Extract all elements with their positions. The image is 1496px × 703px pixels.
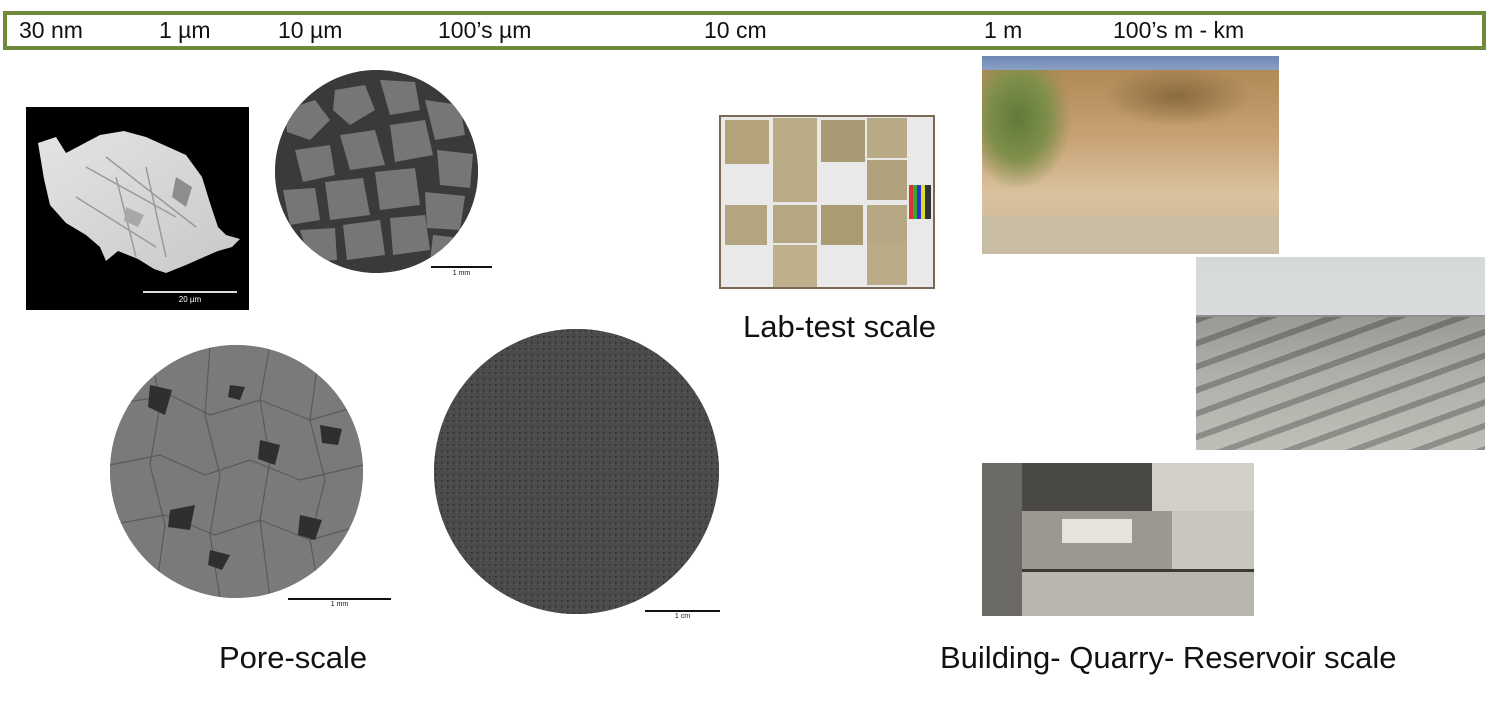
sem-scalebar bbox=[143, 291, 237, 293]
pore-grains-large-right bbox=[434, 329, 719, 614]
pore-image-large-right bbox=[434, 329, 719, 614]
pore-grains-small bbox=[275, 70, 478, 273]
lab-test-photo bbox=[719, 115, 935, 289]
scale-tick-10cm: 10 cm bbox=[704, 17, 767, 43]
scale-tick-1m: 1 m bbox=[984, 17, 1023, 43]
pore-large-right-scalebar-label: 1 cm bbox=[674, 613, 691, 620]
scale-bar: 30 nm 1 µm 10 µm 100’s µm 10 cm 1 m 100’… bbox=[3, 11, 1486, 50]
quarry-face-photo bbox=[982, 56, 1279, 254]
sem-grain-image: 20 µm bbox=[26, 107, 249, 310]
pore-grains-large-left bbox=[110, 345, 363, 598]
pore-large-left-scalebar-label: 1 mm bbox=[330, 601, 349, 608]
scale-tick-30nm: 30 nm bbox=[19, 17, 83, 43]
open-quarry-photo bbox=[1196, 257, 1485, 450]
scale-tick-100s-um: 100’s µm bbox=[438, 17, 532, 43]
caption-pore-scale: Pore-scale bbox=[219, 640, 368, 675]
building-wall-photo bbox=[982, 463, 1254, 616]
scale-tick-10um: 10 µm bbox=[278, 17, 343, 43]
pore-small-scalebar bbox=[431, 266, 492, 268]
sem-grain-shape bbox=[38, 131, 240, 273]
caption-lab-test-scale: Lab-test scale bbox=[743, 309, 936, 344]
pore-image-small bbox=[275, 70, 478, 273]
color-checker bbox=[909, 185, 931, 219]
caption-building-quarry-reservoir-scale: Building- Quarry- Reservoir scale bbox=[940, 640, 1397, 675]
sem-scalebar-label: 20 µm bbox=[178, 295, 202, 304]
pore-small-scalebar-label: 1 mm bbox=[452, 270, 471, 277]
pore-large-left-scalebar bbox=[288, 598, 391, 600]
pore-large-right-scalebar bbox=[645, 610, 720, 612]
scale-tick-100s-m-km: 100’s m - km bbox=[1113, 17, 1245, 43]
scale-tick-1um: 1 µm bbox=[159, 17, 211, 43]
pore-image-large-left bbox=[110, 345, 363, 598]
